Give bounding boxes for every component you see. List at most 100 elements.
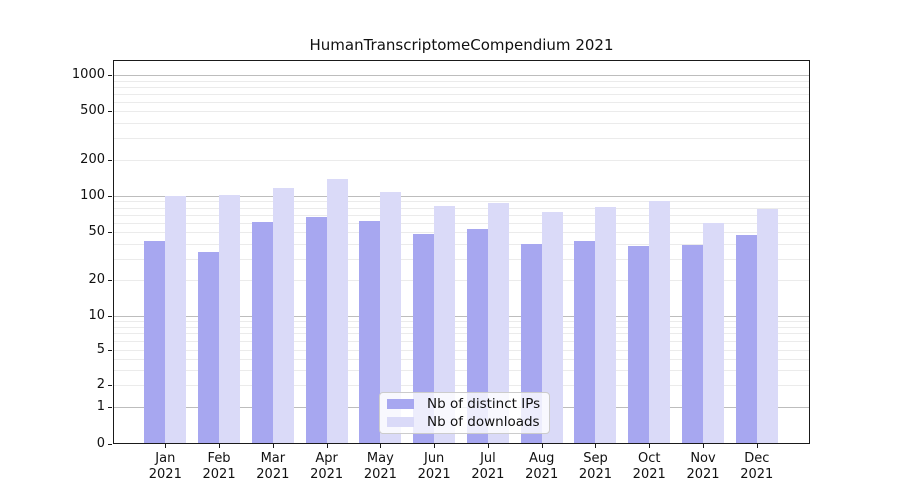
bar-distinct-ips-oct: [628, 246, 650, 444]
bar-distinct-ips-mar: [251, 221, 273, 444]
x-tick-mark: [595, 444, 597, 448]
year-label: 2021: [686, 467, 720, 482]
legend-swatch-downloads: [387, 416, 414, 427]
bar-downloads-sep: [595, 206, 617, 444]
x-tick-label-apr: Apr 2021: [299, 451, 355, 483]
month-label: Aug: [528, 451, 555, 466]
year-label: 2021: [471, 467, 505, 482]
y-tick-label: 20: [88, 271, 105, 287]
y-tick-mark: [108, 407, 112, 408]
y-tick-mark: [108, 316, 112, 317]
gridline-minor: [113, 358, 810, 360]
bar-distinct-ips-apr: [305, 216, 327, 444]
legend-item-downloads: Nb of downloads: [387, 414, 542, 430]
gridline-minor: [113, 123, 810, 125]
y-tick-label: 100: [80, 188, 105, 203]
bar-downloads-apr: [326, 178, 348, 444]
bar-downloads-jan: [165, 196, 187, 444]
y-tick-label: 2: [96, 377, 105, 392]
gridline-major: [113, 316, 810, 317]
gridline-minor: [113, 138, 810, 140]
y-tick-label: 1: [96, 399, 105, 414]
gridline-minor: [113, 214, 810, 216]
y-tick-mark: [108, 196, 112, 197]
year-label: 2021: [310, 467, 344, 482]
gridline-minor: [113, 101, 810, 103]
year-label: 2021: [578, 467, 612, 482]
month-label: Oct: [637, 451, 661, 466]
y-tick-mark: [108, 385, 112, 386]
gridline-minor: [113, 201, 810, 203]
y-tick-label: 1000: [71, 67, 105, 82]
y-tick-mark: [108, 444, 112, 445]
gridline-minor: [113, 80, 810, 82]
bar-downloads-may: [380, 191, 402, 444]
legend-swatch-distinct-ips: [387, 399, 414, 410]
legend-label-distinct-ips: Nb of distinct IPs: [427, 396, 541, 413]
bar-distinct-ips-jul: [466, 229, 488, 444]
gridline-minor: [113, 341, 810, 343]
month-label: Apr: [315, 451, 338, 466]
year-label: 2021: [525, 467, 559, 482]
x-tick-label-may: May 2021: [352, 451, 408, 483]
bar-distinct-ips-nov: [682, 245, 703, 444]
month-label: Nov: [690, 451, 716, 466]
bar-distinct-ips-jun: [413, 234, 435, 444]
bar-downloads-mar: [272, 187, 294, 444]
y-tick-mark: [108, 350, 112, 351]
y-tick-mark: [108, 111, 112, 113]
bar-downloads-jul: [487, 202, 509, 444]
x-tick-label-oct: Oct 2021: [621, 451, 677, 483]
gridline-major: [113, 75, 810, 76]
x-tick-label-jul: Jul 2021: [460, 451, 516, 483]
month-label: Jul: [480, 451, 496, 466]
year-label: 2021: [417, 467, 451, 482]
y-tick-mark: [108, 75, 112, 76]
x-tick-mark: [326, 444, 328, 448]
bar-distinct-ips-feb: [198, 252, 220, 444]
x-tick-mark: [649, 444, 651, 448]
gridline-minor: [113, 279, 810, 281]
gridline-minor: [113, 385, 810, 386]
month-label: May: [366, 451, 394, 466]
gridline-minor: [113, 333, 810, 335]
year-label: 2021: [632, 467, 666, 482]
y-tick-label: 5: [96, 342, 105, 357]
x-tick-mark: [272, 444, 274, 448]
y-tick-label: 0: [96, 436, 105, 451]
bar-distinct-ips-jan: [144, 241, 166, 444]
bar-downloads-feb: [219, 194, 241, 444]
x-tick-mark: [703, 444, 704, 448]
bar-downloads-aug: [541, 211, 563, 444]
y-tick-label: 50: [88, 224, 105, 240]
gridline-minor: [113, 321, 810, 323]
x-tick-label-nov: Nov 2021: [675, 451, 731, 483]
month-label: Mar: [260, 451, 286, 466]
gridline-minor: [113, 326, 810, 328]
gridline-minor: [113, 232, 810, 234]
month-label: Feb: [207, 451, 231, 466]
y-tick-label: 200: [80, 151, 105, 167]
y-tick-mark: [108, 279, 112, 281]
gridline-minor: [113, 258, 810, 260]
x-tick-label-mar: Mar 2021: [245, 451, 301, 483]
legend-item-distinct-ips: Nb of distinct IPs: [387, 396, 542, 412]
x-tick-label-feb: Feb 2021: [191, 451, 247, 483]
gridline-minor: [113, 111, 810, 113]
year-label: 2021: [256, 467, 290, 482]
x-tick-label-jun: Jun 2021: [406, 451, 462, 483]
x-tick-mark: [756, 444, 758, 448]
year-label: 2021: [740, 467, 774, 482]
gridline-minor: [113, 350, 810, 351]
gridline-minor: [113, 159, 810, 161]
gridline-minor: [113, 222, 810, 224]
chart-title: HumanTranscriptomeCompendium 2021: [309, 36, 614, 54]
month-label: Jan: [155, 451, 176, 466]
gridline-minor: [113, 243, 810, 245]
month-label: Jun: [423, 451, 445, 466]
gridline-minor: [113, 86, 810, 88]
year-label: 2021: [363, 467, 397, 482]
bar-downloads-oct: [649, 201, 671, 444]
bar-downloads-nov: [703, 222, 724, 444]
